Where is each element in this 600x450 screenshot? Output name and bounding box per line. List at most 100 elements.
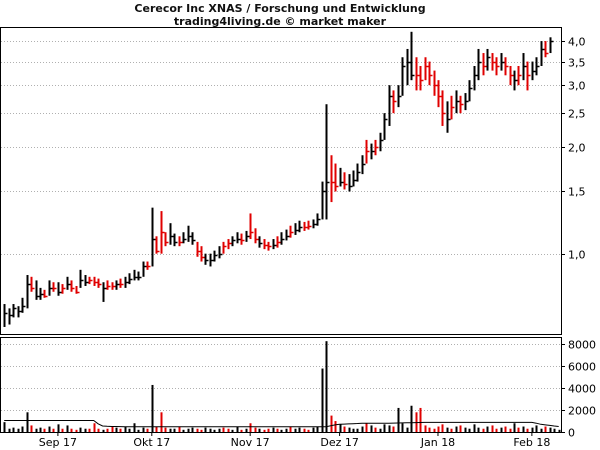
price-bar bbox=[298, 220, 303, 233]
price-bar bbox=[39, 287, 44, 300]
price-bar bbox=[240, 233, 245, 245]
price-bar bbox=[433, 70, 438, 96]
price-bar bbox=[477, 48, 482, 81]
price-bar bbox=[254, 228, 259, 244]
price-bar bbox=[370, 143, 375, 160]
price-bar bbox=[303, 221, 308, 231]
price-bar bbox=[57, 282, 62, 296]
price-bar bbox=[415, 57, 420, 91]
price-bar bbox=[356, 163, 361, 182]
price-bar bbox=[106, 280, 111, 290]
price-bar bbox=[97, 278, 102, 288]
volume-tick-label: 4000 bbox=[568, 383, 596, 396]
price-bar bbox=[35, 280, 40, 300]
price-bar bbox=[549, 37, 554, 54]
time-tick-label: Jan 18 bbox=[420, 436, 455, 449]
price-bar bbox=[441, 90, 446, 126]
price-bar bbox=[312, 219, 317, 229]
price-bar bbox=[200, 246, 205, 262]
price-bar bbox=[119, 278, 124, 288]
price-bar bbox=[155, 236, 160, 254]
price-bar bbox=[294, 223, 299, 235]
price-bar bbox=[196, 241, 201, 257]
price-bar bbox=[236, 232, 241, 244]
volume-tick-label: 8000 bbox=[568, 339, 596, 352]
price-bar bbox=[410, 31, 415, 81]
price-bar bbox=[446, 101, 451, 133]
price-bar bbox=[213, 250, 218, 262]
price-bar bbox=[428, 61, 433, 86]
volume-axis: 8000 6000 4000 2000 0 bbox=[561, 339, 596, 440]
price-tick-label: 4,0 bbox=[568, 36, 586, 49]
price-bar bbox=[343, 172, 348, 190]
volume-tick-label: 6000 bbox=[568, 361, 596, 374]
price-bar bbox=[388, 85, 393, 126]
time-tick-label: Feb 18 bbox=[513, 436, 550, 449]
price-bar bbox=[178, 236, 183, 247]
price-bar bbox=[330, 155, 335, 203]
price-bar bbox=[491, 53, 496, 71]
price-bar bbox=[526, 61, 531, 91]
price-bar bbox=[128, 273, 133, 285]
price-gridlines bbox=[1, 41, 561, 255]
price-bar bbox=[142, 261, 147, 277]
price-bar bbox=[75, 285, 80, 294]
volume-bars bbox=[3, 341, 561, 432]
price-bar bbox=[348, 174, 353, 192]
price-bar bbox=[111, 282, 116, 290]
price-bar bbox=[464, 93, 469, 111]
price-bar bbox=[379, 132, 384, 152]
price-bar bbox=[504, 57, 509, 76]
time-tick-label: Dez 17 bbox=[320, 436, 359, 449]
price-bar bbox=[258, 236, 263, 248]
price-bar bbox=[160, 211, 165, 254]
price-bar bbox=[473, 66, 478, 91]
price-tick-label: 2,0 bbox=[568, 142, 586, 155]
price-bar bbox=[339, 167, 344, 187]
price-bar bbox=[187, 225, 192, 242]
price-bar bbox=[61, 284, 66, 294]
price-bar bbox=[535, 57, 540, 76]
price-bar bbox=[289, 225, 294, 238]
price-bar bbox=[21, 297, 26, 313]
price-bar bbox=[231, 236, 236, 247]
price-bar bbox=[209, 253, 214, 267]
price-bar bbox=[401, 57, 406, 96]
price-bar bbox=[424, 57, 429, 81]
price-bar bbox=[392, 90, 397, 114]
price-bar bbox=[66, 276, 71, 290]
volume-gridlines bbox=[1, 344, 561, 411]
price-bar bbox=[3, 304, 8, 327]
time-tick-label: Okt 17 bbox=[133, 436, 170, 449]
price-bar bbox=[84, 275, 89, 286]
price-bar bbox=[361, 155, 366, 175]
price-bar bbox=[79, 269, 84, 288]
time-axis: Sep 17 Okt 17 Nov 17 Dez 17 Jan 18 Feb 18 bbox=[39, 432, 550, 449]
price-bar bbox=[169, 223, 174, 245]
price-bar bbox=[182, 232, 187, 244]
price-bar bbox=[513, 70, 518, 91]
price-bar bbox=[146, 261, 151, 270]
price-bar bbox=[406, 48, 411, 86]
price-bar bbox=[455, 90, 460, 114]
price-bar bbox=[52, 282, 57, 292]
volume-tick-label: 2000 bbox=[568, 405, 596, 418]
price-bar bbox=[12, 304, 17, 318]
price-bar bbox=[486, 48, 491, 71]
price-bar bbox=[468, 80, 473, 102]
price-bar bbox=[133, 269, 138, 281]
price-bar bbox=[115, 280, 120, 290]
price-bar bbox=[307, 220, 312, 230]
price-bar bbox=[102, 282, 107, 302]
price-bar bbox=[8, 308, 13, 325]
price-bar bbox=[495, 57, 500, 76]
chart-subtitle: trading4living.de © market maker bbox=[173, 15, 387, 28]
price-bar bbox=[249, 213, 254, 240]
price-bar bbox=[267, 241, 272, 251]
price-bar bbox=[93, 276, 98, 286]
price-bar bbox=[522, 53, 527, 81]
price-bar bbox=[321, 181, 326, 220]
price-bar bbox=[218, 246, 223, 259]
price-bar bbox=[540, 41, 545, 67]
price-bar bbox=[17, 306, 22, 318]
